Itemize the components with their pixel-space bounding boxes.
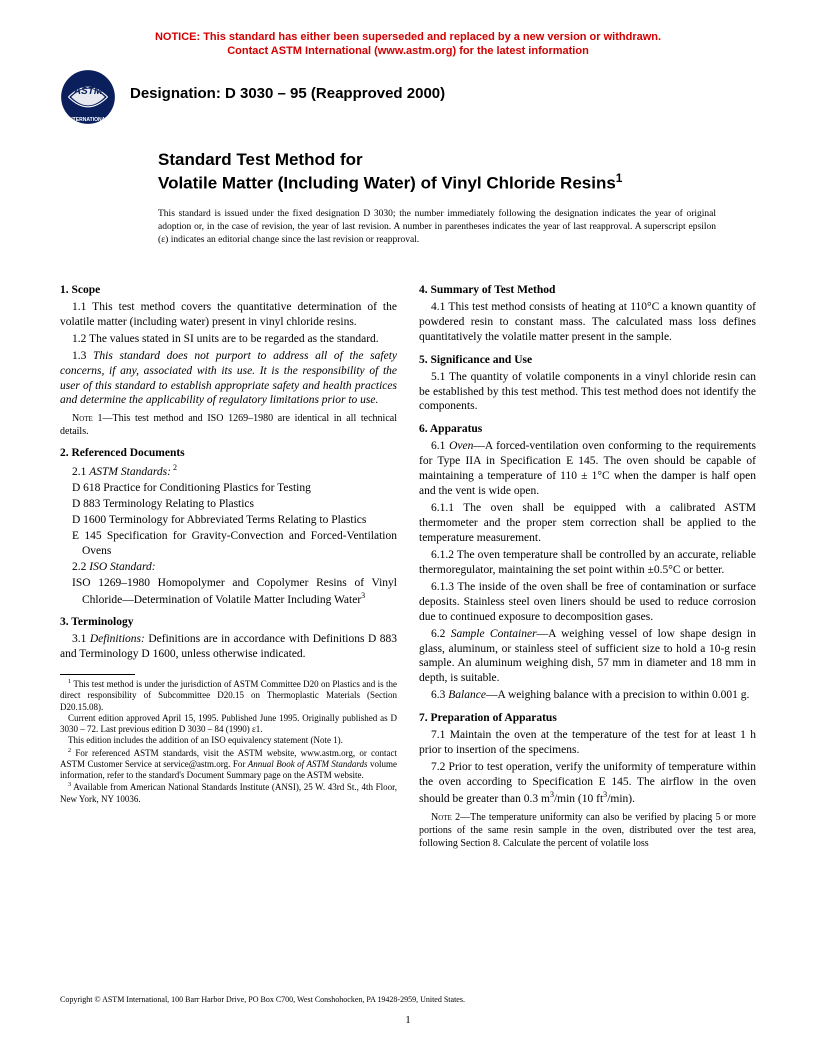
ref-iso-text: ISO 1269–1980 Homopolymer and Copolymer … (72, 577, 397, 606)
para-2-1: 2.1 ASTM Standards: 2 (60, 463, 397, 480)
ref-d618: D 618 Practice for Conditioning Plastics… (60, 481, 397, 496)
para-1-2: 1.2 The values stated in SI units are to… (60, 332, 397, 347)
section-3-head: 3. Terminology (60, 615, 397, 630)
ref-iso: ISO 1269–1980 Homopolymer and Copolymer … (60, 576, 397, 608)
notice-line-2: Contact ASTM International (www.astm.org… (60, 44, 756, 58)
para-2-2-num: 2.2 (72, 561, 89, 573)
para-6-2-num: 6.2 (431, 628, 451, 640)
svg-text:ASTM: ASTM (73, 86, 103, 97)
para-6-1-2: 6.1.2 The oven temperature shall be cont… (419, 548, 756, 578)
title-superscript: 1 (616, 171, 623, 185)
para-2-1-label: ASTM Standards: (89, 466, 171, 478)
note-1: Note 1—This test method and ISO 1269–198… (60, 412, 397, 438)
footnote-1-text: This test method is under the jurisdicti… (60, 679, 397, 712)
para-2-1-sup: 2 (171, 463, 177, 472)
copyright-line: Copyright © ASTM International, 100 Barr… (60, 995, 756, 1004)
footnote-3-text: Available from American National Standar… (60, 782, 397, 803)
ref-d883: D 883 Terminology Relating to Plastics (60, 497, 397, 512)
astm-logo: ASTM INTERNATIONAL (60, 69, 116, 125)
designation: Designation: D 3030 – 95 (Reapproved 200… (130, 85, 445, 102)
title-line-2: Volatile Matter (Including Water) of Vin… (158, 171, 716, 195)
para-1-1: 1.1 This test method covers the quantita… (60, 300, 397, 330)
para-6-1-label: Oven (449, 440, 473, 452)
para-7-2-c: /min). (607, 793, 635, 805)
para-2-2-label: ISO Standard: (89, 561, 155, 573)
para-7-2: 7.2 Prior to test operation, verify the … (419, 760, 756, 807)
document-page: NOTICE: This standard has either been su… (0, 0, 816, 884)
section-7-head: 7. Preparation of Apparatus (419, 711, 756, 726)
para-2-1-num: 2.1 (72, 466, 89, 478)
para-5-1: 5.1 The quantity of volatile components … (419, 370, 756, 415)
para-3-1-num: 3.1 (72, 633, 90, 645)
note-2-text: —The temperature uniformity can also be … (419, 812, 756, 849)
para-6-1-1: 6.1.1 The oven shall be equipped with a … (419, 501, 756, 546)
para-6-2-label: Sample Container (451, 628, 537, 640)
section-6-head: 6. Apparatus (419, 422, 756, 437)
para-1-3: 1.3 This standard does not purport to ad… (60, 349, 397, 409)
ref-d1600: D 1600 Terminology for Abbreviated Terms… (60, 513, 397, 528)
notice-line-1: NOTICE: This standard has either been su… (60, 30, 756, 44)
footnote-rule (60, 674, 135, 675)
ref-iso-sup: 3 (361, 591, 365, 600)
note-1-label: Note 1 (72, 413, 103, 424)
footnote-1c: This edition includes the addition of an… (60, 735, 397, 746)
left-column: 1. Scope 1.1 This test method covers the… (60, 275, 397, 854)
para-6-3-num: 6.3 (431, 689, 448, 701)
para-6-2: 6.2 Sample Container—A weighing vessel o… (419, 627, 756, 687)
section-5-head: 5. Significance and Use (419, 353, 756, 368)
two-column-body: 1. Scope 1.1 This test method covers the… (60, 275, 756, 854)
section-1-head: 1. Scope (60, 283, 397, 298)
para-6-3-text: —A weighing balance with a precision to … (486, 689, 750, 701)
para-7-2-b: /min (10 ft (554, 793, 603, 805)
note-2: Note 2—The temperature uniformity can al… (419, 811, 756, 850)
section-4-head: 4. Summary of Test Method (419, 283, 756, 298)
footnote-2: 2 For referenced ASTM standards, visit t… (60, 747, 397, 782)
header-row: ASTM INTERNATIONAL Designation: D 3030 –… (60, 69, 756, 125)
section-2-head: 2. Referenced Documents (60, 446, 397, 461)
svg-text:INTERNATIONAL: INTERNATIONAL (68, 117, 109, 123)
para-2-2: 2.2 ISO Standard: (60, 560, 397, 575)
para-6-1-num: 6.1 (431, 440, 449, 452)
footnote-1: 1 This test method is under the jurisdic… (60, 678, 397, 713)
title-text: Volatile Matter (Including Water) of Vin… (158, 173, 616, 192)
para-3-1-label: Definitions: (90, 633, 145, 645)
footnote-1b: Current edition approved April 15, 1995.… (60, 713, 397, 736)
title-block: Standard Test Method for Volatile Matter… (158, 149, 716, 195)
issuance-note: This standard is issued under the fixed … (158, 208, 716, 246)
para-6-1-3: 6.1.3 The inside of the oven shall be fr… (419, 580, 756, 625)
right-column: 4. Summary of Test Method 4.1 This test … (419, 275, 756, 854)
para-7-1: 7.1 Maintain the oven at the temperature… (419, 728, 756, 758)
ref-e145: E 145 Specification for Gravity-Convecti… (60, 529, 397, 559)
para-6-3: 6.3 Balance—A weighing balance with a pr… (419, 688, 756, 703)
title-line-1: Standard Test Method for (158, 149, 716, 171)
para-6-3-label: Balance (448, 689, 486, 701)
para-3-1: 3.1 Definitions: Definitions are in acco… (60, 632, 397, 662)
note-1-text: —This test method and ISO 1269–1980 are … (60, 413, 397, 437)
note-2-label: Note 2 (431, 812, 460, 823)
page-number: 1 (0, 1014, 816, 1026)
para-6-1: 6.1 Oven—A forced-ventilation oven confo… (419, 439, 756, 499)
notice-banner: NOTICE: This standard has either been su… (60, 30, 756, 59)
footnote-3: 3 Available from American National Stand… (60, 781, 397, 805)
para-4-1: 4.1 This test method consists of heating… (419, 300, 756, 345)
